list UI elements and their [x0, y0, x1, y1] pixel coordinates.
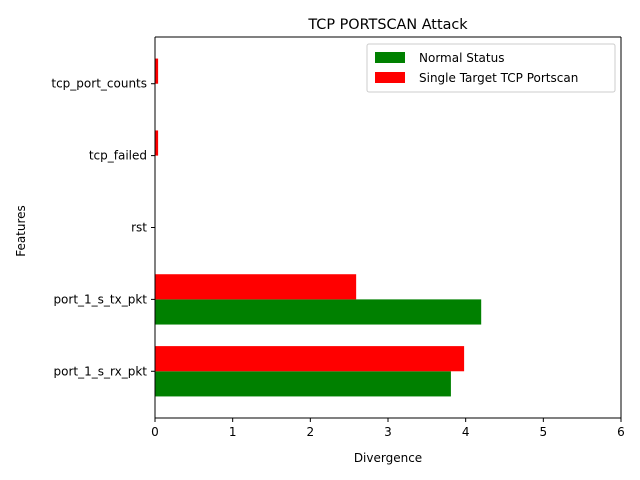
y-tick-label-rst: rst: [131, 221, 147, 235]
plot-area: 0 1 2 3 4 5 6 port_1_s_rx_pkt port_1_s_tx_pkt rst…: [51, 36, 625, 439]
x-tick-label: 2: [307, 425, 315, 439]
bar-portscan-tcp_port_counts: [155, 58, 159, 84]
bar-normal-port_1_s_tx_pkt: [155, 299, 482, 325]
x-tick-label: 3: [384, 425, 392, 439]
x-tick-label: 1: [229, 425, 237, 439]
x-tick-label: 6: [617, 425, 625, 439]
y-tick-label-tcp_port_counts: tcp_port_counts: [51, 77, 147, 91]
bar-portscan-tcp_failed: [155, 130, 159, 156]
bar-normal-port_1_s_rx_pkt: [155, 371, 451, 397]
legend: Normal Status Single Target TCP Portscan: [366, 43, 616, 93]
x-tick-label: 4: [462, 425, 470, 439]
x-tick-label: 0: [151, 425, 159, 439]
legend-label-normal: Normal Status: [419, 51, 504, 65]
y-tick-label-port_1_s_tx_pkt: port_1_s_tx_pkt: [53, 292, 147, 306]
x-tick-label: 5: [540, 425, 548, 439]
legend-label-portscan: Single Target TCP Portscan: [419, 71, 578, 85]
y-tick-label-port_1_s_rx_pkt: port_1_s_rx_pkt: [54, 364, 148, 378]
bar-portscan-port_1_s_rx_pkt: [155, 346, 465, 372]
legend-box: [366, 43, 616, 93]
y-axis-label: Features: [14, 205, 28, 257]
legend-swatch-normal: [375, 52, 405, 63]
y-tick-label-tcp_failed: tcp_failed: [89, 149, 147, 163]
bar-portscan-port_1_s_tx_pkt: [155, 274, 357, 300]
chart-title: TCP PORTSCAN Attack: [307, 17, 468, 33]
legend-swatch-portscan: [375, 72, 405, 83]
x-axis-label: Divergence: [354, 451, 422, 465]
